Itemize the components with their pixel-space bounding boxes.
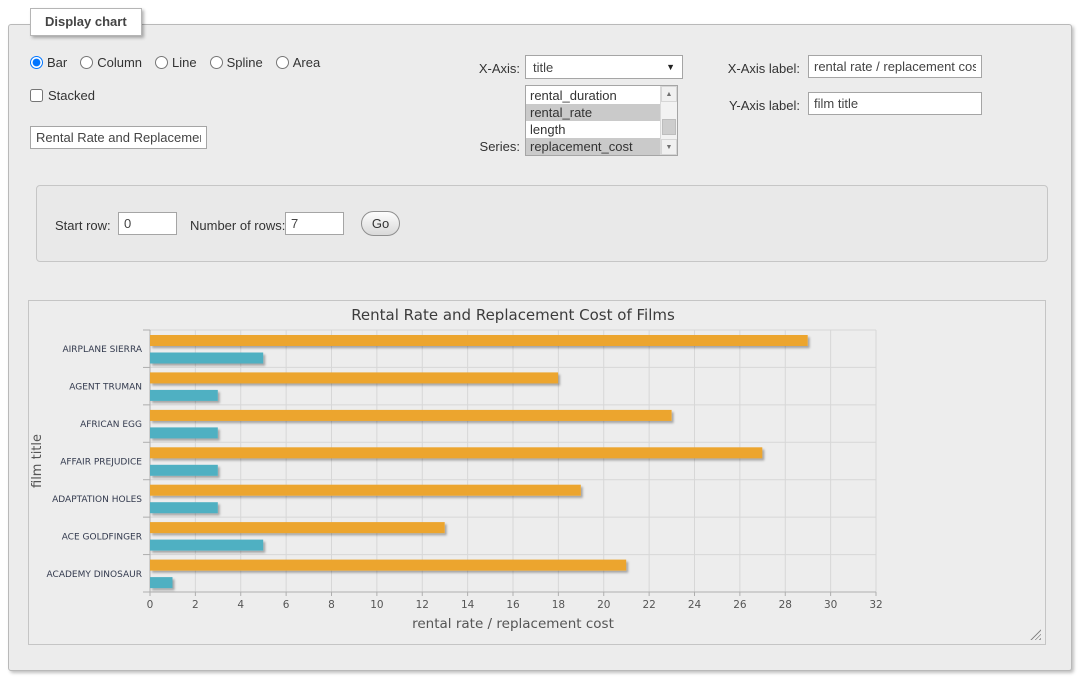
chart-title: Rental Rate and Replacement Cost of Film… — [351, 306, 675, 324]
display-chart-tab: Display chart — [30, 8, 142, 36]
bar-replacement_cost — [150, 560, 626, 571]
category-label: ACE GOLDFINGER — [62, 532, 142, 542]
series-list-scrollbar[interactable]: ▲ ▼ — [660, 86, 677, 155]
radio-bar-label: Bar — [47, 55, 67, 70]
bar-rental_rate — [150, 465, 218, 476]
scroll-down-icon[interactable]: ▼ — [661, 139, 677, 155]
x-axis-select[interactable]: title ▼ — [525, 55, 683, 79]
radio-area-label: Area — [293, 55, 320, 70]
series-option-rental-duration[interactable]: rental_duration — [526, 87, 660, 104]
radio-spline-input[interactable] — [210, 56, 223, 69]
bar-rental_rate — [150, 502, 218, 513]
x-axis-label-input[interactable] — [808, 55, 982, 78]
y-axis-title: film title — [30, 434, 45, 488]
series-option-length[interactable]: length — [526, 121, 660, 138]
bar-rental_rate — [150, 577, 173, 588]
x-tick-label: 20 — [597, 599, 610, 611]
category-label: AIRPLANE SIERRA — [62, 345, 142, 355]
radio-spline-label: Spline — [227, 55, 263, 70]
x-tick-label: 30 — [824, 599, 837, 611]
start-row-input[interactable] — [118, 212, 177, 235]
bar-replacement_cost — [150, 335, 808, 346]
chart-type-radio-group: Bar Column Line Spline Area — [30, 55, 333, 70]
bar-rental_rate — [150, 427, 218, 438]
number-of-rows-label: Number of rows: — [190, 218, 285, 233]
bar-replacement_cost — [150, 410, 672, 421]
x-tick-label: 18 — [552, 599, 565, 611]
bar-replacement_cost — [150, 447, 762, 458]
x-tick-label: 10 — [370, 599, 383, 611]
chart-container: 02468101214161820222426283032AIRPLANE SI… — [28, 300, 1046, 645]
x-axis-label-label: X-Axis label: — [688, 61, 800, 76]
bar-chart: 02468101214161820222426283032AIRPLANE SI… — [29, 301, 1045, 644]
bar-replacement_cost — [150, 522, 445, 533]
scrollbar-track[interactable] — [661, 102, 677, 139]
x-tick-label: 16 — [506, 599, 520, 611]
scrollbar-thumb[interactable] — [662, 119, 676, 136]
radio-column-input[interactable] — [80, 56, 93, 69]
series-option-replacement-cost[interactable]: replacement_cost — [526, 138, 660, 155]
x-axis-selected-value: title — [533, 60, 553, 75]
radio-column-label: Column — [97, 55, 142, 70]
x-tick-label: 4 — [237, 599, 244, 611]
category-label: AGENT TRUMAN — [69, 383, 142, 393]
x-tick-label: 28 — [779, 599, 792, 611]
start-row-label: Start row: — [55, 218, 111, 233]
x-tick-label: 26 — [733, 599, 747, 611]
x-tick-label: 22 — [642, 599, 655, 611]
radio-bar[interactable]: Bar — [30, 55, 67, 70]
x-tick-label: 0 — [147, 599, 154, 611]
series-options: rental_duration rental_rate length repla… — [526, 86, 660, 155]
radio-area-input[interactable] — [276, 56, 289, 69]
series-option-rental-rate[interactable]: rental_rate — [526, 104, 660, 121]
category-label: AFRICAN EGG — [80, 420, 142, 430]
category-label: AFFAIR PREJUDICE — [60, 458, 142, 468]
row-range-panel — [36, 185, 1048, 262]
radio-column[interactable]: Column — [80, 55, 142, 70]
bar-rental_rate — [150, 390, 218, 401]
radio-bar-input[interactable] — [30, 56, 43, 69]
radio-line[interactable]: Line — [155, 55, 197, 70]
series-list-label: Series: — [430, 139, 520, 154]
go-button[interactable]: Go — [361, 211, 400, 236]
x-tick-label: 12 — [416, 599, 429, 611]
radio-line-input[interactable] — [155, 56, 168, 69]
stacked-label: Stacked — [48, 88, 95, 103]
x-tick-label: 32 — [869, 599, 882, 611]
bar-rental_rate — [150, 353, 263, 364]
bar-replacement_cost — [150, 372, 558, 383]
category-label: ADAPTATION HOLES — [52, 495, 142, 505]
y-axis-label-input[interactable] — [808, 92, 982, 115]
radio-spline[interactable]: Spline — [210, 55, 263, 70]
number-of-rows-input[interactable] — [285, 212, 344, 235]
x-tick-label: 2 — [192, 599, 199, 611]
x-tick-label: 14 — [461, 599, 475, 611]
radio-area[interactable]: Area — [276, 55, 320, 70]
x-tick-label: 8 — [328, 599, 335, 611]
series-multiselect[interactable]: rental_duration rental_rate length repla… — [525, 85, 678, 156]
x-axis-select-label: X-Axis: — [430, 61, 520, 76]
chart-title-input[interactable] — [30, 126, 207, 149]
category-label: ACADEMY DINOSAUR — [47, 570, 142, 580]
x-tick-label: 6 — [283, 599, 290, 611]
scroll-up-icon[interactable]: ▲ — [661, 86, 677, 102]
x-tick-label: 24 — [688, 599, 702, 611]
stacked-checkbox-group[interactable]: Stacked — [30, 88, 95, 103]
bar-rental_rate — [150, 540, 263, 551]
chevron-down-icon: ▼ — [666, 62, 675, 72]
stacked-checkbox[interactable] — [30, 89, 43, 102]
app-window: Display chart Bar Column Line Spline Are… — [0, 0, 1081, 681]
y-axis-label-label: Y-Axis label: — [688, 98, 800, 113]
radio-line-label: Line — [172, 55, 197, 70]
bar-replacement_cost — [150, 485, 581, 496]
x-axis-title: rental rate / replacement cost — [412, 616, 614, 632]
